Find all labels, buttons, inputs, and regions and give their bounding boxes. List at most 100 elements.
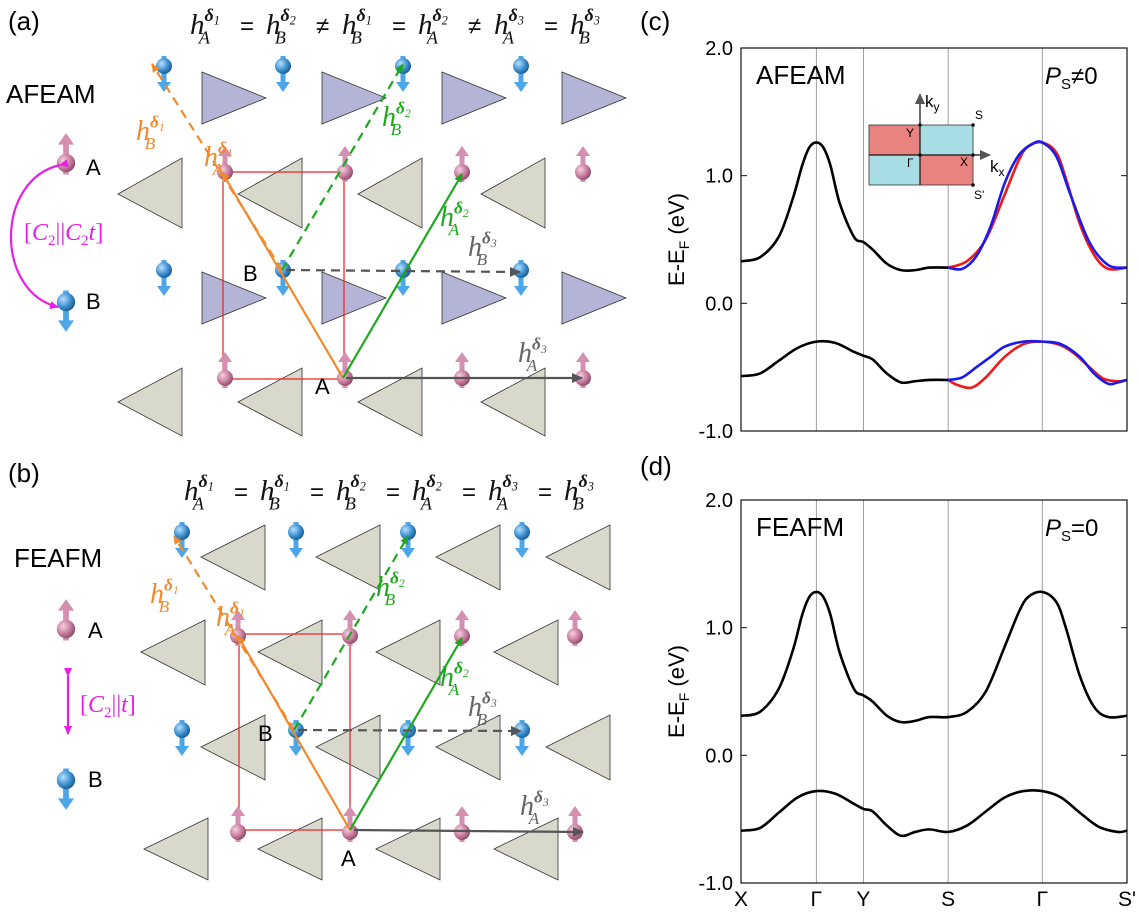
equation-operator: = (234, 479, 248, 506)
equation-operator: = (392, 13, 406, 40)
legend-site-b: B (86, 289, 101, 314)
spin-down-atom (56, 290, 76, 332)
hopping-arrow-a2 (342, 173, 463, 379)
triangle-ligand (117, 367, 183, 437)
lattice-site-label-a: A (315, 374, 330, 399)
triangle-ligand (561, 71, 628, 125)
panel-label-d: (d) (640, 451, 672, 481)
bz-point-dot (918, 153, 922, 157)
hopping-label-b2: hδ2 B (376, 568, 405, 609)
spin-up-atom (575, 352, 591, 388)
triangle-ligand (315, 714, 381, 781)
band-chart-d: 2.0 1.0 0.0 -1.0X Γ Y S Γ S' E-EF (eV) FEAFM PS=0 (664, 490, 1136, 911)
panel-label-c: (c) (640, 6, 670, 36)
spin-down-atom (156, 56, 172, 92)
spin-up-atom (575, 146, 591, 182)
spin-down-atom (174, 522, 190, 558)
triangle-ligand (493, 817, 559, 881)
band-chart-c: 2.0 1.0 0.0 -1.0 E-EF (eV) AFEAM PS≠0 (664, 38, 1128, 443)
bz-label-gamma: Γ (907, 156, 914, 170)
spin-down-atom (400, 522, 416, 558)
triangle-ligand (201, 71, 268, 125)
legend-site-a: A (86, 155, 101, 180)
bz-point-dot (918, 123, 922, 127)
bz-label-s-prime: S' (974, 188, 984, 202)
symmetry-label-a: [C2||C2t] (24, 220, 103, 249)
triangle-ligand (375, 619, 441, 686)
triangle-ligand (315, 524, 381, 591)
band-line (947, 140, 1128, 271)
y-tick-label: 0.0 (705, 745, 733, 767)
spin-up-atom (217, 352, 233, 388)
equation-operator: = (544, 13, 558, 40)
plot-frame (740, 47, 1128, 432)
y-tick-label: 1.0 (705, 166, 733, 188)
bz-quadrant-cyan (869, 155, 920, 185)
y-tick-label: 2.0 (705, 38, 733, 60)
hopping-label-a1: hδ1 A (204, 138, 233, 179)
triangle-ligand (441, 271, 508, 325)
k-point-label: Γ (811, 888, 823, 911)
band-line (740, 788, 1128, 838)
plot-frame (740, 499, 1128, 884)
band-line (947, 339, 1128, 386)
spin-down-atom (156, 260, 172, 296)
triangle-ligand (140, 619, 206, 686)
lattice-site-label-b: B (243, 261, 258, 286)
triangle-ligand (441, 71, 508, 125)
phase-name-afeam: AFEAM (6, 79, 96, 109)
triangle-ligand (321, 271, 388, 325)
hopping-label-a2: hδ2 A (440, 658, 469, 699)
triangle-ligand (117, 157, 183, 229)
legend-site-a: A (88, 618, 103, 643)
equation-operator: = (310, 479, 324, 506)
bz-ky-label: ky (925, 92, 940, 114)
panel-a-equation: hδ1 A = hδ2 B ≠ hδ1 B = hδ2 A ≠ hδ3 A = hδ3 B (190, 5, 600, 47)
equation-term: hδ2 B (266, 5, 296, 47)
y-tick-label: 0.0 (705, 293, 733, 315)
triangle-ligand (237, 157, 303, 229)
panel-b-spins (174, 522, 583, 842)
spin-up-atom (56, 133, 76, 175)
hopping-label-b1: hδ1 B (136, 112, 165, 153)
spin-down-atom (275, 56, 291, 92)
spin-up-atom (454, 146, 470, 182)
spin-up-atom (342, 610, 358, 646)
triangle-ligand (357, 367, 423, 437)
band-line (947, 140, 1128, 271)
bz-point-dot (971, 183, 975, 187)
equation-term: hδ1 A (184, 471, 214, 513)
phase-label: FEAFM (756, 512, 844, 542)
bz-inset: ky kx S Y Γ X S' (868, 92, 1005, 202)
k-point-label: S (941, 888, 955, 911)
y-tick-label: 2.0 (705, 490, 733, 512)
equation-term: hδ2 B (336, 471, 366, 513)
y-axis-label: E-EF (eV) (664, 193, 692, 286)
equation-operator: ≠ (316, 13, 329, 40)
hopping-arrow-a2 (349, 637, 463, 831)
spin-down-atom (174, 720, 190, 756)
triangle-ligand (321, 71, 388, 125)
phase-label: AFEAM (756, 60, 846, 90)
hopping-label-b1: hδ1 B (150, 575, 179, 616)
symmetry-arc-a (9, 159, 69, 310)
bz-kx-label: kx (990, 157, 1005, 179)
hopping-label-a3: hδ3 A (518, 334, 547, 375)
triangle-ligand (545, 714, 611, 781)
triangle-ligand (237, 367, 303, 437)
equation-term: hδ1 B (260, 471, 290, 513)
equation-operator: = (462, 479, 476, 506)
panel-b-triangles (140, 524, 611, 881)
spin-up-atom (230, 806, 246, 842)
panel-a-triangles (117, 71, 628, 437)
triangle-ligand (561, 271, 628, 325)
triangle-ligand (357, 157, 423, 229)
bz-quadrant-cyan (920, 125, 973, 155)
triangle-ligand (201, 271, 268, 325)
unit-cell-a (222, 171, 345, 380)
equation-operator: ≠ (468, 13, 481, 40)
spin-up-atom (337, 146, 353, 182)
spin-down-atom (514, 522, 530, 558)
